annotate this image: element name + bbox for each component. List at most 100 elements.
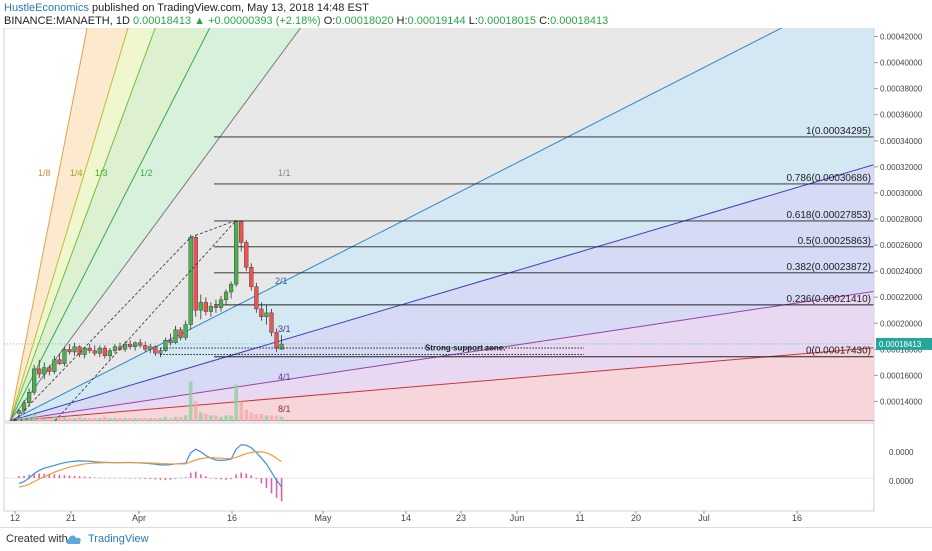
gann-fan-label: 2/1: [275, 276, 288, 286]
volume-bar: [22, 416, 26, 421]
volume-bar: [224, 415, 228, 421]
macd-histogram-bar: [275, 478, 278, 498]
volume-bar: [214, 415, 218, 421]
candle-body: [244, 242, 249, 268]
volume-bar: [87, 418, 92, 421]
macd-histogram-bar: [189, 472, 192, 478]
candle-body: [208, 306, 213, 312]
macd-histogram-bar: [205, 476, 207, 478]
gann-fan-line: [9, 347, 874, 421]
gann-fan-label: 4/1: [278, 372, 291, 382]
volume-bar: [123, 418, 127, 421]
candle-body: [163, 339, 168, 351]
volume-bar: [32, 414, 36, 421]
price-tick-label: 0.00028000: [880, 215, 923, 224]
volume-bar: [269, 415, 274, 421]
volume-bar: [98, 418, 102, 421]
macd-histogram-bar: [255, 478, 258, 479]
volume-bar: [77, 416, 82, 421]
candle-body: [178, 329, 183, 338]
volume-bar: [158, 418, 163, 421]
volume-bar: [199, 412, 203, 421]
candle-body: [102, 347, 107, 357]
candle-body: [193, 237, 198, 311]
time-axis[interactable]: 12 21 Apr 16 May 14 23 Jun 11 20 Jul 16: [10, 511, 802, 523]
candle-body: [82, 347, 87, 355]
volume-bar: [183, 415, 188, 421]
volume-bar: [128, 418, 132, 421]
gann-fan-line: [9, 28, 129, 421]
volume-bar: [52, 416, 57, 421]
gann-fan-label: 1/2: [140, 168, 153, 178]
candle-body: [259, 308, 264, 317]
candle-body: [213, 306, 219, 308]
macd-histogram-bar: [18, 476, 20, 478]
time-tick-label: 16: [792, 513, 802, 523]
fib-level-label: 0.618(0.00027853): [786, 210, 871, 221]
candle-body: [239, 221, 244, 243]
macd-histogram-bar: [260, 478, 263, 484]
candle-body: [21, 402, 27, 411]
candle-body: [37, 368, 42, 375]
macd-histogram-bar: [144, 478, 147, 479]
macd-histogram-bar: [164, 478, 167, 481]
volume-bar: [138, 418, 142, 421]
volume-bar: [108, 418, 112, 421]
volume-bar: [148, 418, 153, 421]
macd-histogram-bar: [28, 474, 30, 478]
candle-body: [16, 410, 22, 414]
price-chart[interactable]: 1/8 1/4 1/3 1/2 1/1 2/1 3/1 4/1 8/1 1(0.00034295…: [0, 28, 932, 527]
candle-body: [72, 346, 77, 353]
author-link[interactable]: HustleEconomics: [4, 2, 89, 14]
macd-histogram-bar: [179, 478, 182, 479]
time-tick-label: 21: [66, 513, 76, 523]
gann-fan-line: [9, 164, 874, 421]
volume-bar: [133, 418, 137, 421]
macd-histogram-bar: [48, 474, 51, 478]
candle-body: [183, 324, 188, 338]
candle-body: [279, 343, 284, 350]
volume-bar: [274, 415, 279, 421]
candle-body: [133, 342, 138, 347]
trend-dashed-line: [190, 219, 237, 238]
macd-histogram-bar: [210, 478, 212, 479]
volume-bar: [249, 412, 254, 421]
open-value: 0.00018020: [335, 15, 394, 27]
symbol-line: BINANCE:MANAETH, 1D 0.00018413 ▲ +0.0000…: [4, 15, 608, 27]
fib-retracement: 1(0.00034295) 0.786(0.00030686) 0.618(0.00…: [214, 126, 874, 358]
close-value: 0.00018413: [550, 15, 609, 27]
candle-body: [67, 349, 72, 353]
macd-histogram-bar: [270, 478, 273, 494]
macd-histogram-bar: [200, 474, 202, 478]
gann-fan-line: [9, 290, 874, 421]
candle-body: [112, 346, 118, 351]
close-label: C:: [539, 15, 551, 27]
macd-histogram-bar: [78, 476, 81, 478]
candle-body: [87, 347, 92, 351]
candles: [16, 220, 284, 419]
publish-line: HustleEconomics published on TradingView…: [4, 2, 369, 14]
volume-bar: [234, 384, 238, 421]
price-axis[interactable]: 0.00042000 0.00040000 0.00038000 0.00036000…: [873, 28, 932, 511]
time-tick-label: 12: [10, 513, 20, 523]
volume-bar: [229, 415, 233, 421]
macd-histogram-bar: [235, 474, 237, 478]
candle-body: [168, 339, 173, 343]
low-value: 0.00018015: [477, 15, 537, 27]
time-tick-label: 14: [401, 513, 411, 523]
candle-body: [52, 359, 57, 372]
macd-histogram-bar: [88, 477, 91, 478]
candle-body: [203, 302, 208, 312]
macd-histogram-bar: [63, 475, 66, 478]
candle-body: [57, 359, 62, 364]
volume-bar: [67, 418, 72, 421]
macd-histogram-bar: [169, 478, 172, 480]
macd-histogram-bar: [174, 478, 177, 479]
volume-bar: [118, 418, 122, 421]
volume-bar: [27, 416, 31, 421]
macd-pane[interactable]: [3, 422, 875, 512]
gann-fan-label: 1/1: [278, 168, 291, 178]
tradingview-brand[interactable]: TradingView: [88, 533, 149, 545]
volume-bar: [92, 418, 97, 421]
macd-histogram-bar: [53, 474, 56, 478]
